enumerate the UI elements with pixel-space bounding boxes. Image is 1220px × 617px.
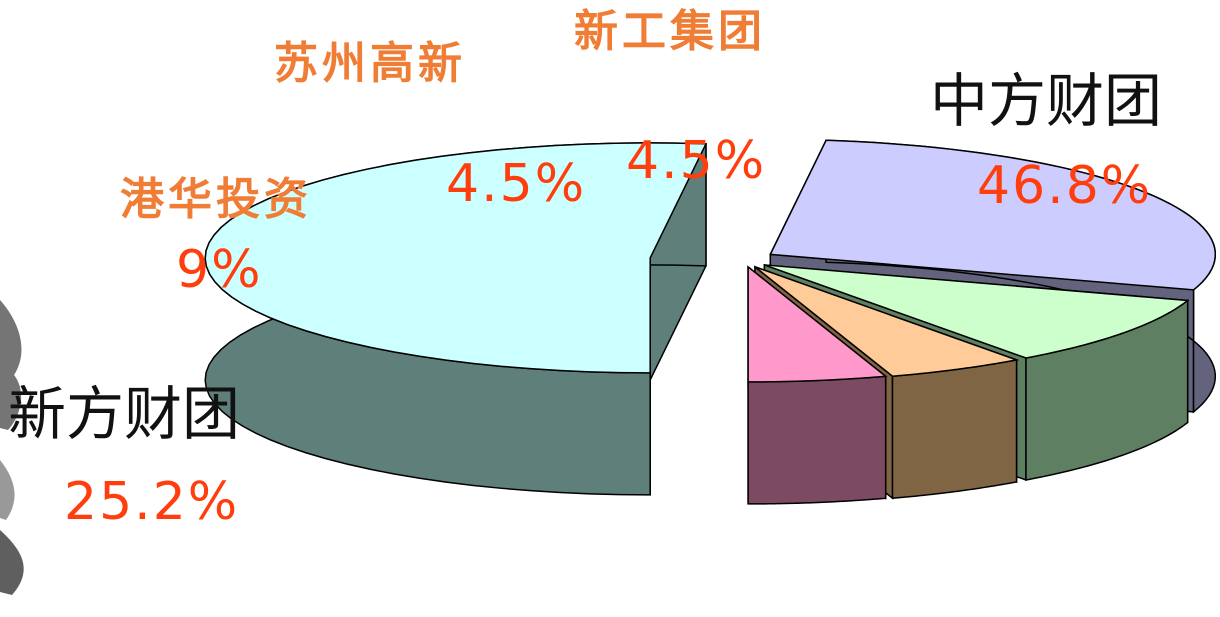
label-ganghua-percent: 9% [176, 244, 263, 296]
label-xinfang-percent: 25.2% [64, 476, 239, 528]
label-suzhou-name: 苏州高新 [274, 42, 466, 86]
label-zhongfang-name: 中方财团 [930, 72, 1162, 130]
label-xingong-percent: 4.5% [626, 135, 766, 187]
label-suzhou-percent: 4.5% [446, 158, 586, 210]
slice-suzhou-side [893, 360, 1017, 498]
label-xinfang-name: 新方财团 [8, 385, 240, 443]
slice-xingong-side [748, 376, 886, 504]
label-ganghua-name: 港华投资 [120, 178, 312, 222]
label-zhongfang-percent: 46.8% [977, 160, 1152, 212]
label-xingong-name: 新工集团 [574, 10, 766, 54]
